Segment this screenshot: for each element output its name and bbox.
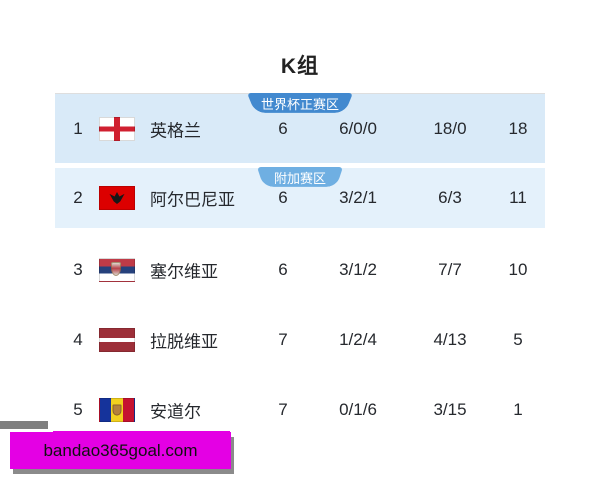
crest-emblem-icon: [112, 404, 122, 416]
points: 10: [508, 260, 528, 279]
goals-for-against: 18/0: [433, 118, 467, 138]
team-name: 英格兰: [150, 121, 201, 140]
albania-flag-icon: [99, 186, 135, 210]
badge-label: 附加赛区: [273, 171, 326, 186]
matches-played: 7: [278, 400, 288, 419]
team-name: 安道尔: [150, 402, 201, 422]
points: 18: [508, 118, 528, 138]
table-row[interactable]: 附加赛区 2 阿尔巴尼亚 6 3/2/1 6/3 11: [55, 167, 545, 228]
goals-for-against: 7/7: [438, 260, 462, 279]
points: 5: [513, 330, 523, 349]
table-row[interactable]: 4 拉脱维亚 7 1/2/4 4/13 5: [55, 305, 545, 375]
goals-for-against: 4/13: [433, 330, 467, 349]
team-name: 塞尔维亚: [150, 262, 218, 282]
playoff-zone-badge: 附加赛区: [257, 167, 343, 191]
rank: 2: [73, 188, 83, 207]
watermark-box: bandao365goal.com: [10, 432, 231, 469]
andorra-flag-icon: [99, 398, 135, 422]
team-name: 拉脱维亚: [150, 332, 218, 352]
win-draw-loss: 0/1/6: [339, 400, 377, 419]
table-row[interactable]: 5 安道尔 7 0/1/6 3/15 1: [55, 375, 545, 445]
win-draw-loss: 3/1/2: [339, 260, 377, 279]
watermark-gray-bar: [0, 421, 48, 429]
rank: 4: [73, 330, 83, 349]
crest-emblem-icon: [111, 262, 121, 276]
goals-for-against: 3/15: [433, 400, 467, 419]
matches-played: 6: [278, 118, 288, 138]
standings-table: 世界杯正赛区 1 英格兰 6 6/0/0 18/0 18 附加赛区 2 阿尔巴尼…: [55, 93, 545, 445]
goals-for-against: 6/3: [438, 188, 462, 207]
row-separator: [55, 228, 545, 235]
row-separator: [55, 163, 545, 168]
rank: 5: [73, 400, 83, 419]
serbia-flag-icon: [99, 258, 135, 282]
eagle-emblem-icon: [109, 192, 125, 204]
world-cup-zone-badge: 世界杯正赛区: [247, 93, 353, 117]
win-draw-loss: 1/2/4: [339, 330, 377, 349]
win-draw-loss: 3/2/1: [339, 188, 377, 207]
matches-played: 7: [278, 330, 288, 349]
watermark: bandao365goal.com: [0, 421, 245, 479]
england-flag-icon: [99, 116, 135, 141]
points: 1: [513, 400, 523, 419]
page-title: K组: [280, 55, 320, 78]
table-row[interactable]: 3 塞尔维亚 6 3/1/2 7/7 10: [55, 235, 545, 305]
points: 11: [509, 188, 527, 207]
rank: 1: [73, 118, 83, 138]
latvia-flag-icon: [99, 328, 135, 352]
rank: 3: [73, 260, 83, 279]
matches-played: 6: [278, 260, 288, 279]
watermark-text: bandao365goal.com: [43, 441, 198, 460]
table-row[interactable]: 世界杯正赛区 1 英格兰 6 6/0/0 18/0 18: [55, 93, 545, 163]
badge-label: 世界杯正赛区: [260, 97, 339, 112]
matches-played: 6: [278, 188, 288, 207]
win-draw-loss: 6/0/0: [339, 118, 377, 138]
team-name: 阿尔巴尼亚: [150, 190, 235, 210]
